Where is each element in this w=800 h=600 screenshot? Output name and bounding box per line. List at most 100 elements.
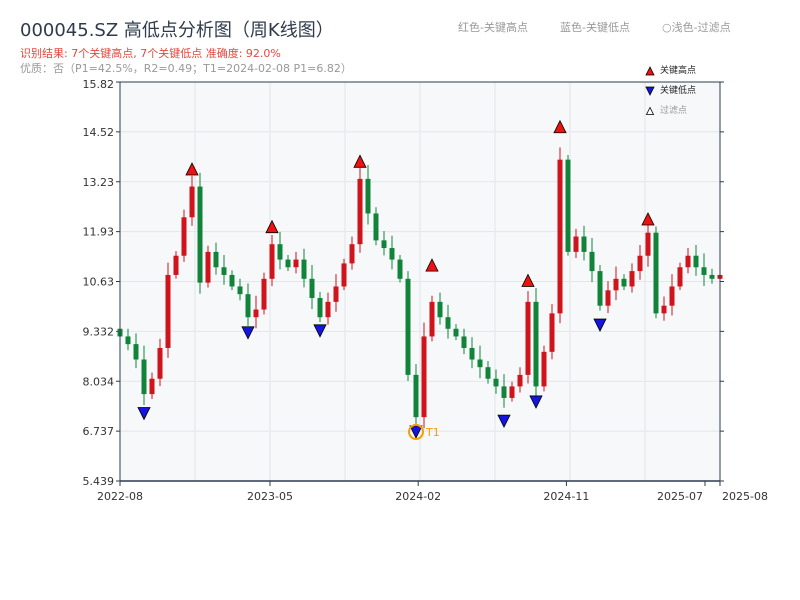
candle-body xyxy=(453,328,459,337)
candle-body xyxy=(133,344,139,360)
candle-body xyxy=(405,278,411,375)
candle-body xyxy=(213,251,219,268)
candle-body xyxy=(549,313,555,352)
key-low-marker xyxy=(313,324,327,338)
candle-body xyxy=(253,309,259,318)
x-tick-label: 2025-08 xyxy=(722,490,768,503)
candle-body xyxy=(469,347,475,360)
top-legend-red: 红色-关键高点 xyxy=(458,21,528,34)
candle-body xyxy=(309,278,315,299)
key-low-marker xyxy=(497,414,511,429)
candle-body xyxy=(365,178,371,214)
candle-body xyxy=(693,255,699,268)
key-low-marker xyxy=(137,407,151,421)
candle-body xyxy=(125,336,131,345)
candle-body xyxy=(621,278,627,287)
candle-body xyxy=(181,217,187,256)
candle-body xyxy=(437,301,443,318)
y-tick-label: 8.034 xyxy=(83,375,115,388)
candle-body xyxy=(637,255,643,272)
candle-body xyxy=(597,271,603,306)
candle-body xyxy=(573,236,579,252)
candle-body xyxy=(357,178,363,245)
candle-body xyxy=(349,244,355,264)
candle-body xyxy=(165,274,171,348)
key-low-marker xyxy=(529,395,543,409)
t1-marker xyxy=(408,423,424,440)
y-tick-label: 14.52 xyxy=(83,126,115,139)
candle-body xyxy=(237,286,243,295)
y-tick-label: 10.63 xyxy=(83,276,115,289)
candle-body xyxy=(229,274,235,287)
chart-title: 000045.SZ 高低点分析图（周K线图） xyxy=(20,20,334,41)
candle-body xyxy=(429,301,435,337)
t1-label: T1 xyxy=(425,426,440,439)
candle-body xyxy=(645,232,651,256)
candle-body xyxy=(221,267,227,275)
y-tick-label: 11.93 xyxy=(83,226,115,239)
candle-body xyxy=(269,244,275,279)
candle-body xyxy=(685,255,691,268)
key-high-marker xyxy=(425,258,439,272)
candle-body xyxy=(477,359,483,368)
key-high-marker xyxy=(521,273,535,287)
candle-body xyxy=(709,274,715,279)
x-tick-label: 2024-02 xyxy=(395,490,441,503)
top-legend-blue: 蓝色-关键低点 xyxy=(560,21,630,34)
legend-key-low: 关键低点 xyxy=(660,86,697,96)
candle-body xyxy=(613,278,619,291)
candle-body xyxy=(317,298,323,318)
key-high-marker xyxy=(553,119,567,134)
candle-body xyxy=(341,263,347,287)
legend-filtered: 过滤点 xyxy=(660,106,688,116)
candle-body xyxy=(277,244,283,260)
candle-body xyxy=(517,374,523,387)
y-tick-label: 15.82 xyxy=(83,78,115,91)
candle-body xyxy=(381,240,387,249)
candle-body xyxy=(293,259,299,268)
candle-body xyxy=(653,232,659,314)
candle-body xyxy=(589,251,595,272)
candle-body xyxy=(389,248,395,260)
candle-body xyxy=(173,255,179,275)
candle-body xyxy=(461,336,467,348)
y-tick-label: 6.737 xyxy=(83,425,115,438)
key-high-marker xyxy=(353,154,367,168)
y-tick-label: 13.23 xyxy=(83,176,115,189)
candle-body xyxy=(501,386,507,398)
legend-high-icon xyxy=(645,66,655,76)
candle-body xyxy=(325,301,331,318)
candle-body xyxy=(509,386,515,398)
candle-body xyxy=(493,378,499,387)
candle-body xyxy=(661,305,667,314)
candle-body xyxy=(245,294,251,318)
key-high-marker xyxy=(265,219,279,234)
top-legend-filtered: ○浅色-过滤点 xyxy=(662,21,731,34)
y-tick-label: 9.332 xyxy=(83,325,115,338)
result-subtitle: 识别结果: 7个关键高点, 7个关键低点 准确度: 92.0% xyxy=(20,47,281,60)
quality-subtitle: 优质：否（P1=42.5%，R2=0.49；T1=2024-02-08 P1=6… xyxy=(20,62,352,75)
candle-body xyxy=(205,251,211,283)
candle-body xyxy=(581,236,587,252)
candle-body xyxy=(189,186,195,218)
y-tick-label: 5.439 xyxy=(83,475,115,488)
candle-body xyxy=(541,351,547,387)
candle-body xyxy=(533,301,539,387)
candle-body xyxy=(525,301,531,375)
candle-body xyxy=(565,159,571,252)
candle-body xyxy=(149,378,155,395)
candle-body xyxy=(701,267,707,275)
candle-body xyxy=(141,359,147,395)
candle-body xyxy=(557,159,563,314)
candle-body xyxy=(333,286,339,302)
key-low-marker xyxy=(241,326,255,340)
candle-body xyxy=(485,367,491,379)
candle-body xyxy=(605,290,611,306)
candle-body xyxy=(629,271,635,287)
candle-body xyxy=(373,213,379,241)
key-high-marker xyxy=(641,212,655,226)
key-high-marker xyxy=(185,162,199,176)
candle-body xyxy=(197,186,203,283)
